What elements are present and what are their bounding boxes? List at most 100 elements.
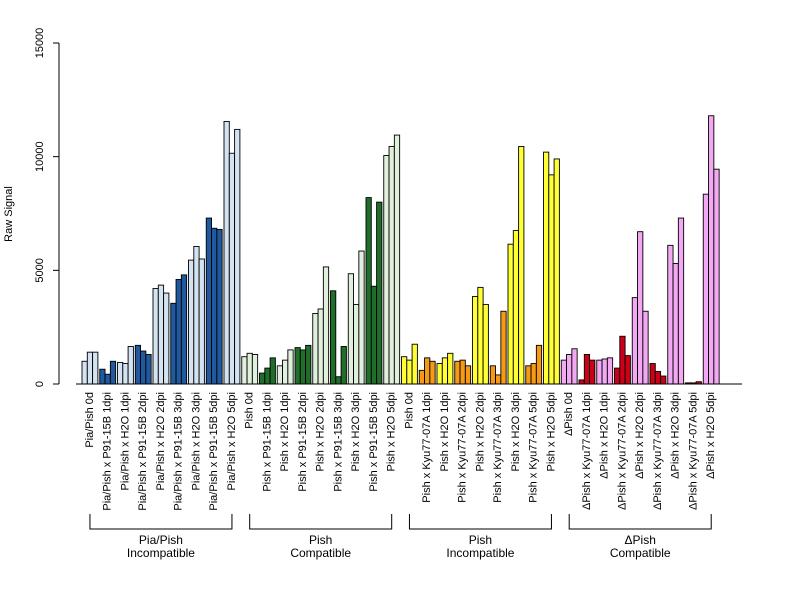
bar [299,349,307,385]
x-tick-label: Pish x Kyu77-07A 5dpi [528,392,540,503]
bar [127,346,134,385]
x-tick-label: Pish x H2O 5dpi [386,392,398,471]
bar [459,359,466,385]
bar [104,373,111,385]
bar [241,356,248,385]
bar [713,168,720,385]
bar [163,292,170,385]
group-bracket [408,514,552,530]
x-tick-label: Pish x Kyu77-07A 1dpi [421,392,433,503]
bar [269,357,276,385]
y-axis: 0 5000 10000 15000 [34,28,60,387]
x-tick-label: Pish 0d [403,392,415,429]
bar [677,217,685,385]
bar [411,343,418,385]
x-tick-label: Pish x Kyu77-07A 3dpi [492,392,504,503]
group-bracket [249,514,393,530]
bar [589,359,596,385]
bar [708,115,715,385]
bar [188,259,195,385]
x-tick-label: Pia/Pish 0d [84,392,96,448]
group-label-line1: ΔPish [625,533,656,547]
bar [287,349,294,385]
bar [441,357,449,385]
bar [122,363,129,385]
x-tick-label: Pish x H2O 2dpi [474,392,486,471]
bar [535,344,543,385]
y-tick-label: 0 [34,381,46,387]
bar [145,353,152,385]
group-label-line1: Pish [469,533,492,547]
bar [294,347,301,385]
bar [198,258,205,385]
y-axis-label: Raw Signal [3,186,15,242]
x-tick-label: Pish x H2O 5dpi [545,392,557,471]
group-label-line1: Pish [309,533,332,547]
bar [81,360,88,385]
bar [86,351,94,385]
x-tick-label: Pia/Pish x P91-15B 3dpi [173,392,185,511]
x-tick-label: Pish x P91-15B 2dpi [297,392,309,492]
bar [667,244,674,385]
bar [140,350,147,385]
bar [518,145,525,385]
bar [393,134,401,385]
bar [436,363,443,385]
bar [583,353,591,385]
bar [601,358,608,385]
bar [152,288,159,385]
x-tick-label: Pish x H2O 2dpi [315,392,327,471]
x-tick-label: Pish x Kyu77-07A 2dpi [457,392,469,503]
bar [477,286,484,385]
x-tick-label: Pish x H2O 1dpi [279,392,291,471]
bar [383,155,390,385]
bar [530,363,537,385]
bar [654,371,662,385]
x-tick-label: Pish x H2O 3dpi [510,392,522,471]
bar [216,228,223,385]
bar [637,231,644,385]
bar [512,230,520,385]
bar [347,273,355,385]
bar [376,201,383,385]
x-tick-label: ΔPish x H2O 1dpi [599,392,611,479]
bar [259,372,266,385]
y-tick-label: 5000 [34,258,46,282]
bar [406,359,413,385]
bar [99,368,106,385]
bar [672,263,679,385]
bar [157,284,165,385]
x-tick-label: ΔPish x H2O 5dpi [705,392,717,479]
x-tick-label: Pish x H2O 3dpi [350,392,362,471]
bar [649,363,656,385]
x-tick-label: Pia/Pish x H2O 1dpi [119,392,131,490]
x-tick-label: ΔPish x Kyu77-07A 3dpi [652,392,664,510]
bar [578,379,585,385]
x-tick-label: Pia/Pish x H2O 2dpi [155,392,167,490]
x-tick-label: ΔPish x H2O 2dpi [634,392,646,479]
bar [180,274,188,385]
bar [305,344,312,385]
group-bracket [568,514,712,530]
bar [507,243,514,385]
bar [358,250,365,385]
bar [606,357,614,385]
group-label-line2: Incompatible [127,546,195,560]
bar [429,360,436,385]
x-tick-label: Pia/Pish x P91-15B 1dpi [102,392,114,511]
bar [228,152,236,385]
bar [353,303,360,385]
group-bracket [89,514,233,530]
bar [117,361,124,385]
y-tick-label: 10000 [34,141,46,172]
bar [312,313,319,385]
x-tick-labels: Pia/Pish 0d Pia/Pish x P91-15B 1dpi Pia/Pi… [84,392,717,511]
bar [447,352,454,385]
bar [335,376,342,385]
x-tick-label: ΔPish 0d [563,392,575,436]
bar [388,145,395,385]
bar [401,356,408,385]
bar [246,352,253,385]
bar [134,344,142,385]
